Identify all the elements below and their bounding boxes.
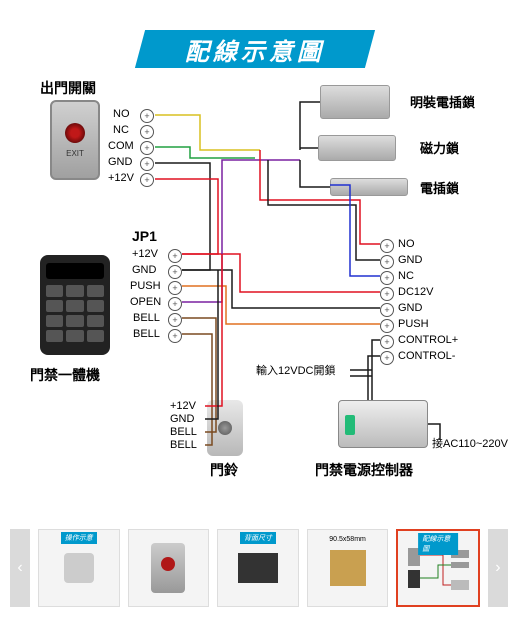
lock-strike [330, 178, 408, 196]
pin-db-0: +12V [170, 400, 196, 412]
keypad-device [40, 255, 110, 355]
pin-exit-1: NC [113, 124, 129, 136]
label-ac: 接AC110~220V [432, 435, 508, 451]
exit-button-device: EXIT [50, 100, 100, 180]
pin-kp-3: OPEN [130, 296, 161, 308]
exit-button-sensor [65, 123, 85, 143]
label-lock-surface: 明裝電插鎖 [410, 92, 475, 111]
label-keypad: 門禁一體機 [30, 365, 100, 385]
pin-psu-0: NO [398, 238, 415, 250]
pin-kp-0: +12V [132, 248, 158, 260]
pin-kp-4: BELL [133, 312, 160, 324]
psu-terminals [380, 238, 394, 366]
pin-kp-2: PUSH [130, 280, 161, 292]
pin-db-3: BELL [170, 439, 197, 451]
thumb-img-0 [64, 553, 94, 583]
pin-kp-5: BELL [133, 328, 160, 340]
thumb-dim-3: 90.5x58mm [329, 536, 366, 543]
label-lock-mag: 磁力鎖 [420, 138, 459, 157]
exit-button-text: EXIT [66, 149, 84, 158]
pin-exit-4: +12V [108, 172, 134, 184]
thumb-next[interactable]: › [488, 529, 508, 607]
lock-surface [320, 85, 390, 119]
pin-psu-5: PUSH [398, 318, 429, 330]
thumb-caption-0: 操作示意 [61, 532, 97, 544]
exit-terminals [140, 108, 154, 188]
thumb-img-3 [330, 550, 366, 586]
pin-db-1: GND [170, 413, 194, 425]
thumb-0[interactable]: 操作示意 [38, 529, 120, 607]
pin-exit-2: COM [108, 140, 134, 152]
doorbell-device [207, 400, 243, 456]
thumb-prev[interactable]: ‹ [10, 529, 30, 607]
thumb-1[interactable] [128, 529, 210, 607]
pin-psu-3: DC12V [398, 286, 433, 298]
thumb-3[interactable]: 90.5x58mm [307, 529, 389, 607]
pin-db-2: BELL [170, 426, 197, 438]
thumb-caption-2: 背面尺寸 [240, 532, 276, 544]
thumb-img-1 [151, 543, 185, 593]
pin-psu-7: CONTROL- [398, 350, 455, 362]
pin-exit-0: NO [113, 108, 130, 120]
keypad-screen [46, 263, 104, 279]
label-exit-switch: 出門開關 [40, 78, 96, 98]
pin-psu-6: CONTROL+ [398, 334, 458, 346]
page-title: 配線示意圖 [185, 32, 325, 67]
thumb-img-2 [238, 553, 278, 583]
thumb-caption-4: 配線示意圖 [418, 533, 458, 555]
keypad-terminals [168, 248, 182, 344]
psu-device [338, 400, 428, 448]
pin-psu-4: GND [398, 302, 422, 314]
label-jp1: JP1 [132, 228, 157, 244]
pin-exit-3: GND [108, 156, 132, 168]
label-doorbell: 門鈴 [210, 460, 238, 480]
keypad-keys [46, 285, 104, 342]
label-lock-strike: 電插鎖 [420, 178, 459, 197]
label-vdc: 輸入12VDC開鎖 [256, 362, 335, 378]
label-psu: 門禁電源控制器 [315, 460, 413, 480]
thumbnail-strip: ‹ 操作示意 背面尺寸 90.5x58mm 配線示意圖 › [10, 525, 508, 610]
pin-psu-2: NC [398, 270, 414, 282]
thumb-4[interactable]: 配線示意圖 [396, 529, 480, 607]
pin-kp-1: GND [132, 264, 156, 276]
thumb-2[interactable]: 背面尺寸 [217, 529, 299, 607]
pin-psu-1: GND [398, 254, 422, 266]
title-banner: 配線示意圖 [135, 30, 375, 68]
lock-mag [318, 135, 396, 161]
